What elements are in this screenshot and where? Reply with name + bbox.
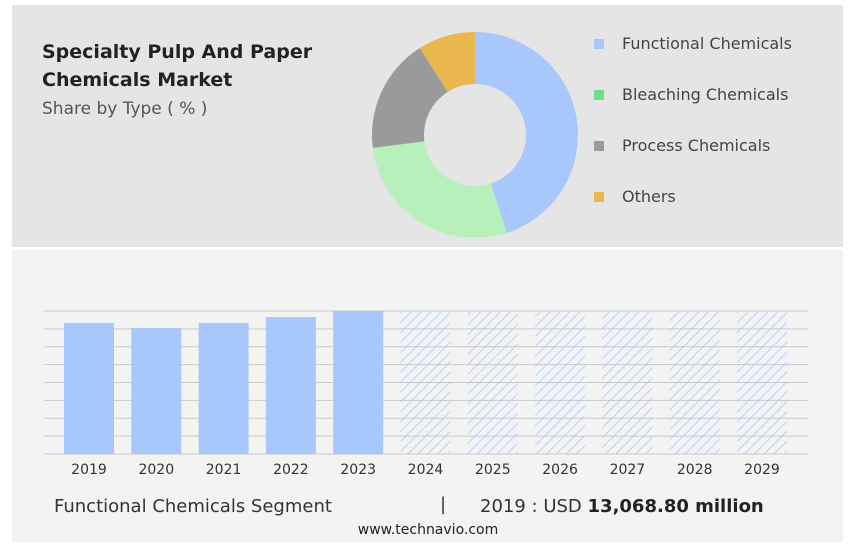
x-tick-label: 2028 — [677, 462, 713, 478]
x-tick-label: 2026 — [542, 462, 578, 478]
segment-value: 2019 : USD 13,068.80 million — [480, 496, 764, 517]
x-tick-label: 2024 — [408, 462, 444, 478]
legend-label: Functional Chemicals — [622, 34, 792, 53]
legend-item: Others — [594, 171, 792, 222]
legend: Functional Chemicals Bleaching Chemicals P… — [594, 18, 792, 222]
x-tick-label: 2019 — [71, 462, 107, 478]
x-tick-label: 2027 — [610, 462, 646, 478]
legend-swatch — [594, 38, 604, 49]
bar-2020 — [131, 328, 182, 454]
value: 13,068.80 million — [587, 496, 764, 517]
legend-item: Functional Chemicals — [594, 18, 792, 69]
x-tick-label: 2025 — [475, 462, 511, 478]
x-tick-label: 2020 — [138, 462, 174, 478]
legend-item: Process Chemicals — [594, 120, 792, 171]
donut-slice-functional-chemicals — [475, 32, 579, 233]
donut-slice-process-chemicals — [372, 48, 448, 148]
x-tick-label: 2021 — [206, 462, 242, 478]
donut-slice-bleaching-chemicals — [372, 141, 507, 237]
legend-label: Others — [622, 187, 676, 206]
legend-swatch — [594, 140, 604, 151]
page-subtitle: Share by Type ( % ) — [42, 99, 208, 119]
bar-2019 — [64, 323, 114, 454]
legend-label: Bleaching Chemicals — [622, 85, 789, 104]
bar-2028 — [669, 311, 720, 454]
bar-2023 — [333, 311, 384, 454]
bar-2024 — [400, 311, 451, 454]
bar-2022 — [265, 317, 316, 454]
legend-swatch — [594, 191, 604, 202]
x-tick-label: 2023 — [340, 462, 376, 478]
bar-2029 — [737, 311, 787, 454]
site-link[interactable]: www.technavio.com — [357, 522, 499, 538]
segment-label: Functional Chemicals Segment — [54, 496, 332, 517]
year-label: 2019 : USD — [480, 496, 582, 517]
bar-2026 — [535, 311, 586, 454]
legend-label: Process Chemicals — [622, 136, 771, 155]
legend-item: Bleaching Chemicals — [594, 69, 792, 120]
bar-2025 — [467, 311, 518, 454]
legend-swatch — [594, 89, 604, 100]
x-tick-label: 2029 — [744, 462, 780, 478]
page-title: Specialty Pulp And Paper Chemicals Marke… — [42, 41, 313, 91]
bar-2021 — [198, 323, 249, 454]
x-tick-label: 2022 — [273, 462, 309, 478]
bar-2027 — [602, 311, 653, 454]
separator: | — [440, 494, 447, 515]
donut-slice-others — [419, 32, 475, 92]
